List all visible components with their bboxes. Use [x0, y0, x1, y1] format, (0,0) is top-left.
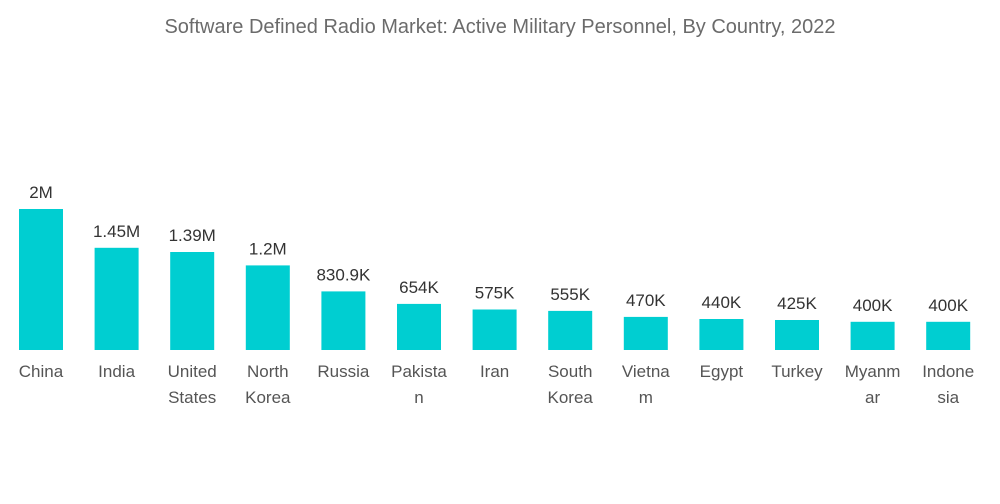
category-label: Vietna — [622, 362, 670, 381]
bar-south-korea — [548, 310, 593, 350]
value-label: 470K — [626, 291, 666, 310]
value-label: 1.2M — [249, 239, 287, 258]
category-label: North — [247, 362, 289, 381]
bar-india — [94, 247, 139, 350]
category-label: Indone — [922, 362, 974, 381]
bar-united-states — [170, 252, 215, 350]
category-label: United — [168, 362, 217, 381]
value-label: 2M — [29, 183, 53, 202]
value-label: 1.45M — [93, 222, 140, 241]
value-label: 575K — [475, 284, 515, 303]
bar-china — [19, 209, 63, 350]
bar-russia — [321, 291, 366, 350]
value-label: 440K — [702, 293, 742, 312]
category-label: China — [19, 362, 64, 381]
bar-north-korea — [245, 265, 290, 350]
category-label: Russia — [317, 362, 370, 381]
category-label: Egypt — [700, 362, 744, 381]
bar-turkey — [775, 320, 819, 350]
bar-myanmar — [850, 321, 895, 350]
value-label: 400K — [853, 296, 893, 315]
category-label: sia — [937, 388, 959, 407]
chart-title: Software Defined Radio Market: Active Mi… — [164, 16, 836, 38]
value-label: 400K — [928, 296, 968, 315]
bar-vietnam — [623, 316, 668, 350]
value-label: 555K — [550, 285, 590, 304]
bar-indonesia — [926, 321, 971, 350]
bar-pakistan — [397, 303, 441, 350]
bar-iran — [472, 309, 517, 350]
value-labels: 2M 1.45M 1.39M 1.2M 830.9K 654K 575K 555K 470K 44… — [29, 183, 969, 315]
bar-egypt — [699, 319, 744, 350]
category-label: South — [548, 362, 592, 381]
category-label: Turkey — [771, 362, 823, 381]
category-label: Korea — [548, 388, 594, 407]
category-label: ar — [865, 388, 880, 407]
category-label: Iran — [480, 362, 509, 381]
value-label: 654K — [399, 278, 439, 297]
category-label: n — [414, 388, 423, 407]
category-label: m — [639, 388, 653, 407]
category-label: Korea — [245, 388, 291, 407]
category-labels: China India United States North Korea Russia Pa… — [19, 362, 974, 407]
category-label: Myanm — [845, 362, 901, 381]
category-label: States — [168, 388, 216, 407]
value-label: 425K — [777, 294, 817, 313]
category-label: Pakista — [391, 362, 447, 381]
bar-series — [19, 209, 971, 350]
value-label: 830.9K — [316, 265, 371, 284]
value-label: 1.39M — [169, 226, 216, 245]
category-label: India — [98, 362, 135, 381]
